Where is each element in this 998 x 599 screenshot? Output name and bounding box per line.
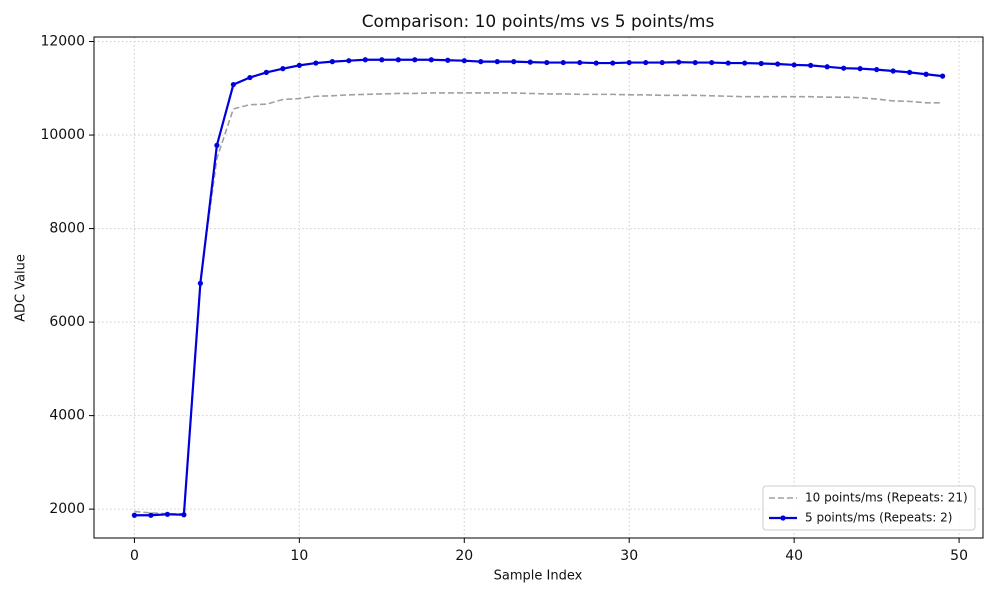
point — [230, 81, 236, 88]
point — [758, 60, 764, 67]
point — [263, 69, 269, 75]
point — [824, 64, 830, 70]
point — [214, 142, 220, 148]
point — [478, 59, 484, 65]
point — [560, 59, 566, 66]
point — [445, 57, 451, 63]
point — [544, 59, 550, 66]
plot-frame — [93, 36, 984, 539]
y-tick-label: 12000 — [40, 34, 85, 50]
y-tick-label: 10000 — [40, 127, 85, 143]
series-line — [134, 92, 943, 515]
point — [181, 512, 187, 518]
legend-label: 5 points/ms (Repeats: 2) — [805, 511, 952, 525]
point — [428, 57, 434, 63]
point — [874, 66, 880, 73]
point — [148, 512, 154, 518]
point — [362, 57, 368, 63]
point — [280, 66, 286, 72]
point — [709, 59, 715, 66]
point — [907, 69, 913, 75]
point — [610, 60, 616, 66]
x-tick-label: 0 — [130, 548, 139, 564]
point — [841, 65, 847, 71]
point — [742, 60, 748, 66]
x-tick-label: 10 — [290, 548, 308, 564]
point — [346, 58, 352, 64]
point — [626, 59, 632, 66]
point — [395, 57, 401, 63]
point — [775, 61, 781, 67]
x-tick-label: 20 — [455, 548, 473, 564]
point — [939, 73, 946, 79]
y-axis-label: ADC Value — [14, 254, 29, 322]
x-tick-label: 30 — [620, 548, 638, 564]
point — [511, 59, 517, 65]
point — [197, 280, 203, 286]
point — [527, 59, 533, 65]
series-line — [134, 58, 943, 517]
point — [659, 59, 665, 66]
point — [247, 74, 253, 81]
point — [577, 59, 583, 66]
point — [791, 62, 797, 68]
point — [676, 59, 682, 65]
point — [131, 512, 138, 518]
point — [494, 59, 500, 65]
y-tick-label: 4000 — [49, 408, 85, 424]
point — [379, 57, 385, 63]
point — [593, 60, 599, 66]
point — [808, 62, 814, 68]
x-tick-label: 50 — [950, 548, 968, 564]
point — [643, 59, 649, 66]
point — [890, 68, 896, 74]
y-tick-label: 6000 — [49, 314, 85, 330]
legend-label: 10 points/ms (Repeats: 21) — [805, 491, 968, 505]
point — [313, 60, 319, 66]
point — [412, 57, 418, 63]
legend-box — [762, 485, 976, 531]
x-tick-label: 40 — [785, 548, 803, 564]
point — [857, 66, 863, 72]
point — [461, 58, 467, 64]
point — [692, 59, 698, 66]
point — [923, 71, 929, 77]
chart-title: Comparison: 10 points/ms vs 5 points/ms — [362, 12, 715, 32]
y-tick-label: 2000 — [49, 501, 85, 517]
legend-marker — [780, 515, 786, 521]
point — [164, 511, 170, 517]
point — [296, 62, 302, 68]
y-tick-label: 8000 — [49, 221, 85, 237]
point — [329, 59, 335, 65]
point — [725, 60, 731, 66]
x-axis-label: Sample Index — [494, 569, 583, 584]
